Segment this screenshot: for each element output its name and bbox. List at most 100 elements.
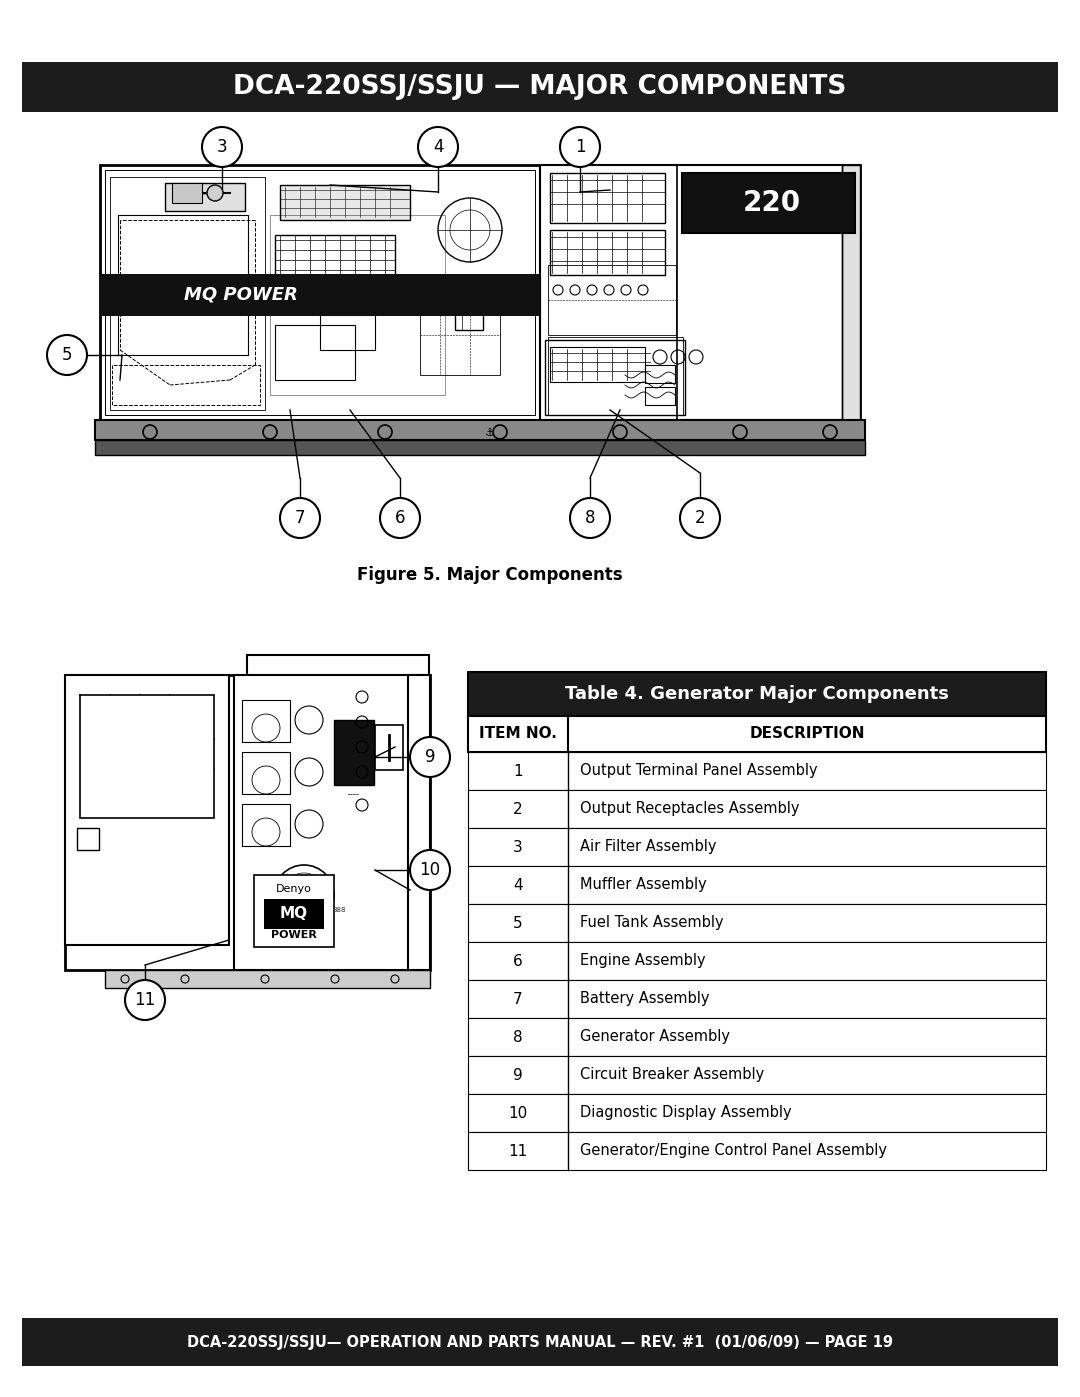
Bar — [550, 346, 645, 381]
Bar — [455, 275, 483, 330]
Text: ITEM NO.: ITEM NO. — [480, 726, 557, 742]
Bar — [165, 183, 245, 211]
Text: Generator Assembly: Generator Assembly — [580, 1030, 730, 1045]
Text: 10: 10 — [509, 1105, 528, 1120]
Circle shape — [570, 497, 610, 538]
Circle shape — [280, 497, 320, 538]
Bar — [645, 365, 675, 383]
Bar — [468, 717, 1047, 752]
Bar — [468, 789, 1047, 828]
Text: Figure 5. Major Components: Figure 5. Major Components — [357, 566, 623, 584]
Text: Engine Assembly: Engine Assembly — [580, 954, 705, 968]
Circle shape — [380, 497, 420, 538]
Text: 888: 888 — [333, 907, 346, 914]
Bar — [22, 1317, 1058, 1366]
Bar — [264, 900, 324, 929]
Text: DCA-220SSJ/SSJU— OPERATION AND PARTS MANUAL — REV. #1  (01/06/09) — PAGE 19: DCA-220SSJ/SSJU— OPERATION AND PARTS MAN… — [187, 1334, 893, 1350]
Bar — [842, 165, 860, 420]
Text: MQ: MQ — [280, 907, 308, 922]
Bar — [110, 177, 265, 409]
Bar — [254, 875, 334, 947]
Text: Table 4. Generator Major Components: Table 4. Generator Major Components — [565, 685, 949, 703]
Circle shape — [207, 184, 222, 201]
Text: 5: 5 — [62, 346, 72, 365]
Bar — [548, 265, 676, 335]
Text: DESCRIPTION: DESCRIPTION — [750, 726, 865, 742]
Text: 9: 9 — [513, 1067, 523, 1083]
Bar — [80, 694, 214, 819]
Bar — [65, 675, 430, 970]
Bar — [320, 314, 375, 351]
Bar — [247, 655, 429, 678]
Text: DCA-220SSJ/SSJU — MAJOR COMPONENTS: DCA-220SSJ/SSJU — MAJOR COMPONENTS — [233, 74, 847, 101]
Bar — [550, 173, 665, 224]
Circle shape — [125, 981, 165, 1020]
Bar — [270, 215, 445, 395]
Bar — [280, 184, 410, 219]
Text: 7: 7 — [513, 992, 523, 1006]
Bar — [468, 904, 1047, 942]
Bar — [100, 165, 860, 420]
Bar — [468, 1018, 1047, 1056]
Bar — [275, 235, 395, 310]
Bar — [22, 61, 1058, 112]
Bar — [105, 970, 430, 988]
Bar — [545, 339, 685, 415]
Text: MQ POWER: MQ POWER — [184, 286, 298, 305]
Bar — [375, 725, 403, 770]
Bar — [468, 1056, 1047, 1094]
Bar — [95, 420, 865, 440]
Text: 3: 3 — [217, 138, 227, 156]
Circle shape — [418, 127, 458, 168]
Bar — [242, 700, 291, 742]
Bar — [468, 866, 1047, 904]
Text: 7: 7 — [295, 509, 306, 527]
Text: 6: 6 — [395, 509, 405, 527]
Text: 8: 8 — [513, 1030, 523, 1045]
Text: 4: 4 — [513, 877, 523, 893]
Bar — [234, 675, 430, 970]
Bar — [468, 1094, 1047, 1132]
Text: 2: 2 — [513, 802, 523, 816]
Bar — [65, 675, 229, 944]
Text: ⚓: ⚓ — [485, 427, 495, 439]
Bar — [77, 828, 99, 849]
Text: 8: 8 — [584, 509, 595, 527]
Circle shape — [48, 335, 87, 374]
Text: POWER: POWER — [271, 930, 316, 940]
Text: 1: 1 — [575, 138, 585, 156]
Text: 11: 11 — [509, 1144, 528, 1158]
Bar — [334, 719, 374, 785]
Bar — [172, 183, 202, 203]
Bar — [468, 981, 1047, 1018]
Bar — [420, 314, 500, 374]
Text: Battery Assembly: Battery Assembly — [580, 992, 710, 1006]
Bar — [468, 942, 1047, 981]
Text: Muffler Assembly: Muffler Assembly — [580, 877, 706, 893]
Text: Diagnostic Display Assembly: Diagnostic Display Assembly — [580, 1105, 792, 1120]
Circle shape — [561, 127, 600, 168]
Text: Output Terminal Panel Assembly: Output Terminal Panel Assembly — [580, 764, 818, 778]
Text: Denyo: Denyo — [276, 884, 312, 894]
Bar — [468, 672, 1047, 717]
Bar — [681, 173, 855, 233]
Text: 10: 10 — [419, 861, 441, 879]
Bar — [550, 231, 665, 275]
Text: 5: 5 — [513, 915, 523, 930]
Bar — [95, 440, 865, 455]
Bar — [548, 337, 683, 415]
Text: Generator/Engine Control Panel Assembly: Generator/Engine Control Panel Assembly — [580, 1144, 887, 1158]
Bar — [100, 274, 540, 316]
Text: ----: ---- — [348, 791, 360, 799]
Circle shape — [410, 738, 450, 777]
Text: 6: 6 — [513, 954, 523, 968]
Circle shape — [680, 497, 720, 538]
Bar — [242, 805, 291, 847]
Bar — [468, 752, 1047, 789]
Bar — [118, 215, 248, 355]
Text: 11: 11 — [134, 990, 156, 1009]
Text: Circuit Breaker Assembly: Circuit Breaker Assembly — [580, 1067, 765, 1083]
Text: Fuel Tank Assembly: Fuel Tank Assembly — [580, 915, 724, 930]
Text: 220: 220 — [742, 189, 800, 217]
Bar — [645, 387, 675, 405]
